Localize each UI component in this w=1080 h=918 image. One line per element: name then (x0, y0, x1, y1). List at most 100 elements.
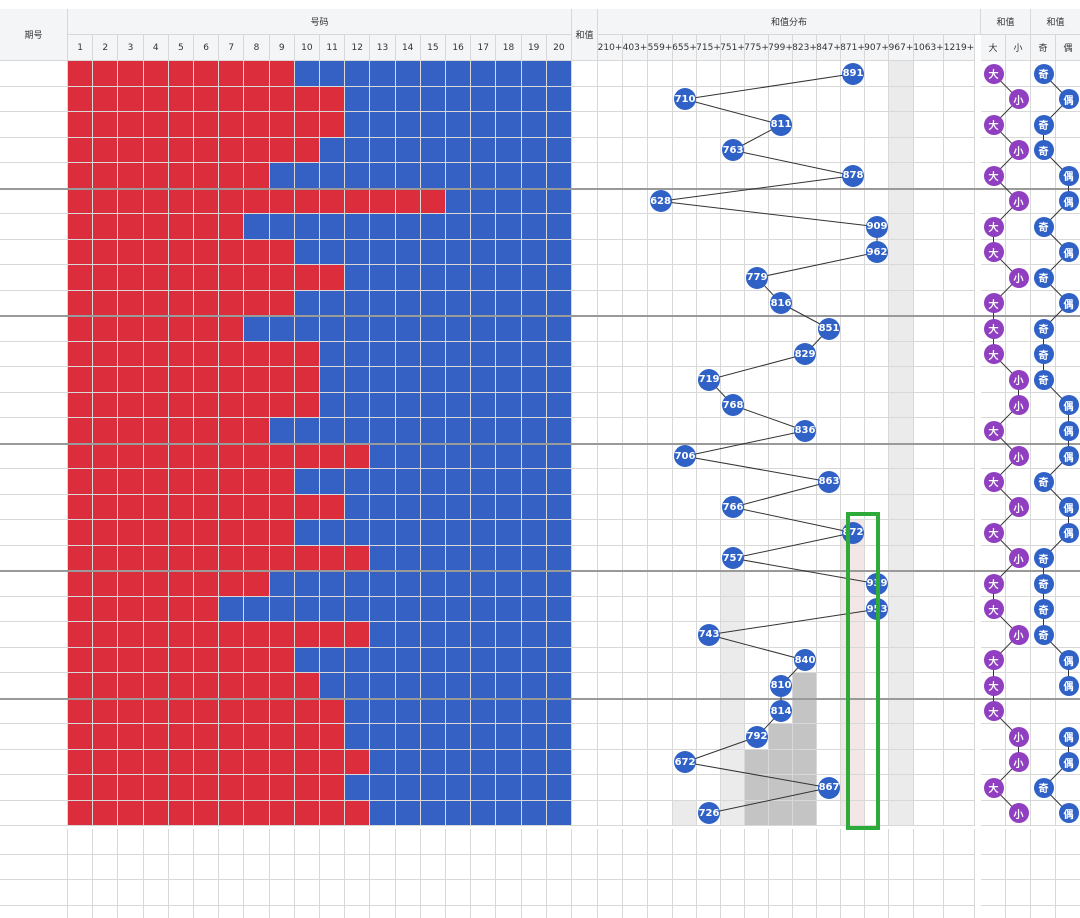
footer-num (345, 905, 371, 918)
footer-dist (889, 829, 914, 855)
number-cell (521, 749, 547, 775)
number-cell (546, 137, 572, 163)
number-cell (244, 367, 270, 393)
number-cell (168, 188, 194, 214)
number-cell (219, 698, 245, 724)
parity-ball: 奇 (1033, 471, 1054, 492)
dist-cell (623, 86, 648, 112)
dist-cell (914, 698, 944, 724)
dist-cell (745, 622, 769, 648)
number-cell (194, 214, 220, 240)
number-cell (219, 86, 245, 112)
dist-cell (673, 316, 697, 342)
dist-cell (944, 86, 975, 112)
dist-cell (914, 571, 944, 597)
dist-cell (865, 163, 889, 189)
footer-dist (944, 905, 975, 918)
number-cell (420, 367, 446, 393)
number-cell (446, 494, 472, 520)
group-separator (0, 697, 1080, 700)
number-cell (395, 520, 421, 546)
sum-cell (572, 724, 598, 750)
dist-cell (745, 290, 769, 316)
period-cell (0, 214, 68, 240)
dist-cell (865, 443, 889, 469)
number-cell (471, 775, 497, 801)
header-num-col: 20 (546, 35, 572, 61)
number-cell (118, 647, 144, 673)
parity-ball: 偶 (1058, 497, 1079, 518)
dist-cell (673, 290, 697, 316)
dist-cell (745, 673, 769, 699)
number-cell (446, 214, 472, 240)
number-cell (68, 647, 94, 673)
parity-ball: 奇 (1033, 318, 1054, 339)
footer-parity (1056, 906, 1080, 918)
dist-cell (889, 622, 914, 648)
dist-cell (745, 137, 769, 163)
number-cell (269, 775, 295, 801)
number-cell (420, 749, 446, 775)
number-cell (143, 341, 169, 367)
header-parity: 和值 (1031, 9, 1080, 35)
number-cell (521, 724, 547, 750)
number-cell (118, 469, 144, 495)
number-cell (546, 596, 572, 622)
size-ball: 大 (983, 471, 1004, 492)
number-cell (471, 520, 497, 546)
number-cell (168, 265, 194, 291)
sum-ball: 768 (722, 394, 744, 417)
parity-ball: 奇 (1033, 63, 1054, 84)
dist-cell (889, 188, 914, 214)
number-cell (546, 61, 572, 87)
dist-cell (889, 418, 914, 444)
number-cell (420, 265, 446, 291)
number-cell (446, 316, 472, 342)
number-cell (269, 214, 295, 240)
dist-cell (865, 749, 889, 775)
dist-cell (793, 367, 817, 393)
dist-cell (889, 316, 914, 342)
number-cell (395, 749, 421, 775)
parity-ball: 奇 (1033, 599, 1054, 620)
number-cell (471, 290, 497, 316)
footer-dist (769, 854, 793, 880)
size-cell (1006, 61, 1031, 87)
parity-ball: 偶 (1058, 650, 1079, 671)
dist-cell (944, 520, 975, 546)
number-cell (244, 698, 270, 724)
dist-cell (598, 647, 623, 673)
number-cell (320, 724, 346, 750)
dist-cell (745, 341, 769, 367)
sum-cell (572, 647, 598, 673)
size-cell (981, 443, 1006, 469)
number-cell (420, 724, 446, 750)
number-cell (244, 290, 270, 316)
header-num-col: 5 (168, 35, 194, 61)
number-cell (420, 698, 446, 724)
dist-cell (841, 469, 865, 495)
number-cell (546, 469, 572, 495)
number-cell (294, 698, 320, 724)
number-cell (546, 520, 572, 546)
dist-cell (721, 469, 745, 495)
dist-cell (769, 86, 793, 112)
dist-cell (721, 673, 745, 699)
dist-cell (944, 61, 975, 87)
footer-num (420, 880, 446, 906)
footer-dist (841, 854, 865, 880)
number-cell (294, 673, 320, 699)
dist-cell (721, 622, 745, 648)
number-cell (370, 749, 396, 775)
parity-ball: 奇 (1033, 216, 1054, 237)
size-cell (1006, 163, 1031, 189)
parity-ball: 偶 (1058, 293, 1079, 314)
dist-cell (673, 647, 697, 673)
number-cell (345, 316, 371, 342)
number-cell (269, 571, 295, 597)
number-cell (395, 545, 421, 571)
number-cell (370, 520, 396, 546)
number-cell (68, 571, 94, 597)
footer-num (471, 880, 497, 906)
footer-num (320, 905, 346, 918)
